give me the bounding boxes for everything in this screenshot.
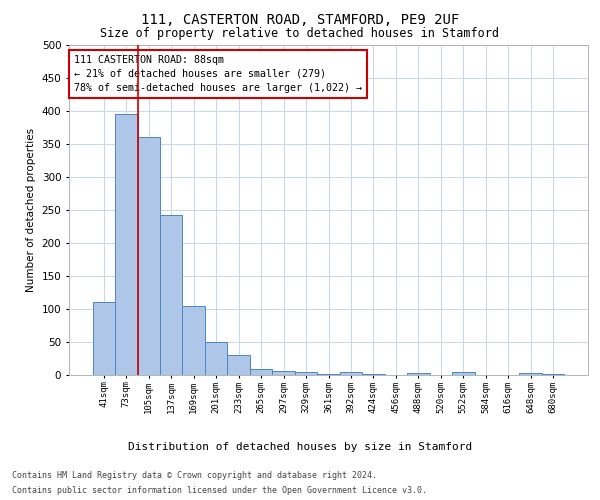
- Bar: [272, 371, 295, 375]
- Text: Distribution of detached houses by size in Stamford: Distribution of detached houses by size …: [128, 442, 472, 452]
- Bar: [340, 372, 362, 375]
- Y-axis label: Number of detached properties: Number of detached properties: [26, 128, 36, 292]
- Text: Contains HM Land Registry data © Crown copyright and database right 2024.: Contains HM Land Registry data © Crown c…: [12, 471, 377, 480]
- Text: 111 CASTERTON ROAD: 88sqm
← 21% of detached houses are smaller (279)
78% of semi: 111 CASTERTON ROAD: 88sqm ← 21% of detac…: [74, 55, 362, 93]
- Bar: [92, 302, 115, 375]
- Text: Contains public sector information licensed under the Open Government Licence v3: Contains public sector information licen…: [12, 486, 427, 495]
- Bar: [115, 114, 137, 375]
- Text: Size of property relative to detached houses in Stamford: Size of property relative to detached ho…: [101, 28, 499, 40]
- Bar: [520, 373, 542, 375]
- Text: 111, CASTERTON ROAD, STAMFORD, PE9 2UF: 111, CASTERTON ROAD, STAMFORD, PE9 2UF: [141, 12, 459, 26]
- Bar: [250, 369, 272, 375]
- Bar: [205, 342, 227, 375]
- Bar: [317, 374, 340, 375]
- Bar: [295, 372, 317, 375]
- Bar: [452, 372, 475, 375]
- Bar: [362, 374, 385, 375]
- Bar: [137, 138, 160, 375]
- Bar: [160, 214, 182, 375]
- Bar: [542, 374, 565, 375]
- Bar: [182, 306, 205, 375]
- Bar: [407, 373, 430, 375]
- Bar: [227, 354, 250, 375]
